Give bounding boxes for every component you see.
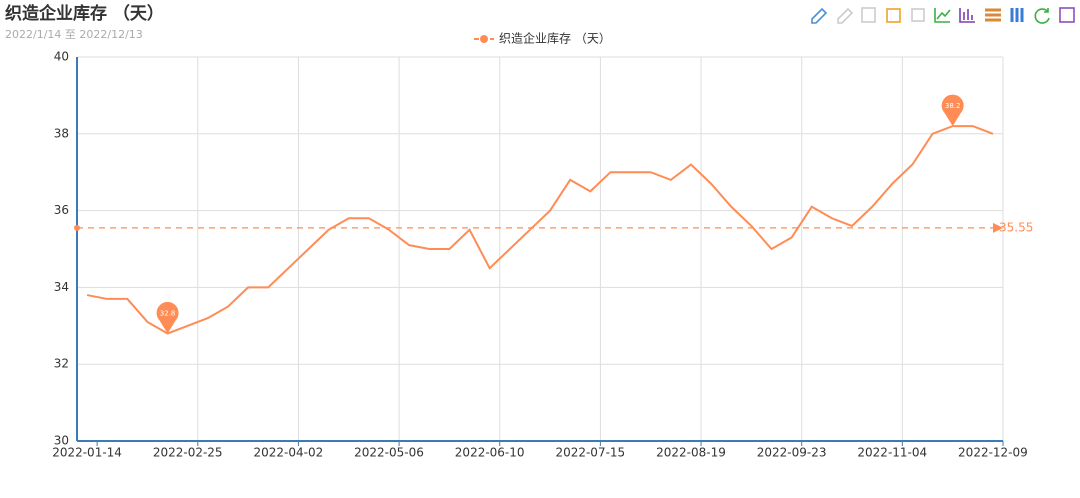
min-pin: [156, 301, 179, 334]
y-tick-label: 36: [54, 203, 69, 217]
legend-marker: [480, 35, 488, 43]
max-pin: [941, 94, 964, 127]
x-tick-label: 2022-06-10: [455, 446, 525, 460]
max-pin-label: 38.2: [945, 102, 961, 110]
tool-icon[interactable]: [934, 8, 951, 23]
tool-icon[interactable]: [1010, 8, 1024, 22]
y-tick-label: 40: [54, 50, 69, 64]
x-tick-label: 2022-11-04: [857, 446, 927, 460]
x-tick-label: 2022-04-02: [253, 446, 323, 460]
tool-icon[interactable]: [1034, 8, 1050, 24]
tool-icon[interactable]: [911, 8, 925, 22]
x-tick-label: 2022-09-23: [757, 446, 827, 460]
chart-subtitle: 2022/1/14 至 2022/12/13: [5, 28, 143, 41]
x-tick-label: 2022-01-14: [52, 446, 122, 460]
tool-icon[interactable]: [959, 8, 975, 23]
x-tick-label: 2022-02-25: [153, 446, 223, 460]
legend-label: 织造企业库存 （天）: [499, 31, 611, 46]
tool-icon[interactable]: [1059, 7, 1075, 23]
average-start: [74, 224, 80, 231]
x-tick-label: 2022-12-09: [958, 446, 1028, 460]
toolbox[interactable]: [811, 7, 1075, 24]
y-tick-label: 30: [54, 434, 69, 448]
average-label: 35.55: [999, 220, 1033, 234]
tool-icon[interactable]: [837, 7, 854, 24]
y-tick-label: 34: [54, 280, 69, 294]
chart-title: 织造企业库存 （天）: [5, 3, 164, 24]
tool-icon[interactable]: [886, 8, 901, 23]
y-tick-label: 38: [54, 126, 69, 140]
x-tick-label: 2022-07-15: [555, 446, 625, 460]
y-tick-label: 32: [54, 357, 69, 371]
tool-icon[interactable]: [811, 7, 828, 24]
average-arrow: [993, 222, 1003, 233]
x-tick-label: 2022-08-19: [656, 446, 726, 460]
series-line: [86, 125, 994, 335]
min-pin-label: 32.8: [160, 309, 176, 317]
x-tick-label: 2022-05-06: [354, 446, 424, 460]
tool-icon[interactable]: [861, 7, 876, 23]
tool-icon[interactable]: [985, 8, 1001, 22]
